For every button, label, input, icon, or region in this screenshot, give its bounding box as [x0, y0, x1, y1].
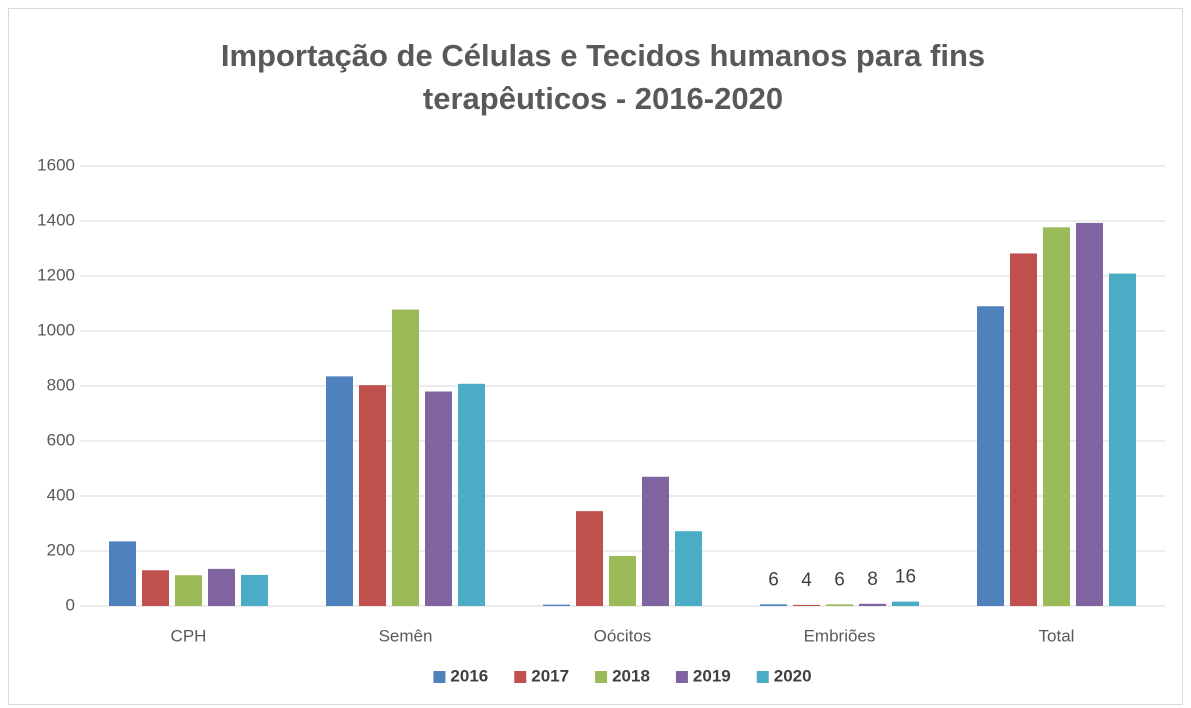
bar: [142, 570, 169, 606]
bar: [1010, 253, 1037, 606]
bar: [609, 555, 636, 606]
bar: [425, 391, 452, 606]
bar: [326, 376, 353, 606]
bar: [109, 541, 136, 606]
y-tick-label: 800: [47, 375, 75, 394]
bar: [208, 568, 235, 606]
legend-label: 2017: [531, 666, 569, 685]
bar: [392, 309, 419, 606]
data-label: 16: [895, 567, 916, 588]
bar: [675, 531, 702, 606]
x-tick-label: Semên: [379, 626, 433, 645]
data-label: 8: [867, 569, 878, 590]
y-tick-label: 1200: [37, 265, 75, 284]
bar: [241, 574, 268, 606]
legend-swatch: [675, 671, 688, 683]
x-tick-label: Embriões: [804, 626, 876, 645]
x-tick-label: Total: [1039, 626, 1075, 645]
bar: [826, 604, 853, 606]
data-label: 6: [834, 569, 845, 590]
bar: [859, 603, 886, 606]
y-tick-label: 0: [66, 595, 75, 614]
data-label: 6: [768, 569, 779, 590]
bar: [543, 604, 570, 606]
bar: [793, 604, 820, 606]
x-tick-label: Oócitos: [594, 626, 652, 645]
bar: [760, 604, 787, 606]
bar: [458, 383, 485, 606]
y-tick-label: 200: [47, 540, 75, 559]
y-tick-label: 1400: [37, 210, 75, 229]
bar: [977, 306, 1004, 606]
chart-title: terapêuticos - 2016-2020: [423, 81, 783, 116]
legend-label: 2020: [774, 666, 812, 685]
y-tick-label: 400: [47, 485, 75, 504]
legend-swatch: [756, 671, 769, 683]
legend-swatch: [595, 671, 608, 683]
y-tick-label: 1000: [37, 320, 75, 339]
x-tick-label: CPH: [171, 626, 207, 645]
bar: [1043, 227, 1070, 606]
chart-title: Importação de Células e Tecidos humanos …: [221, 38, 985, 73]
legend-label: 2018: [612, 666, 650, 685]
legend-swatch: [514, 671, 527, 683]
legend-label: 2019: [693, 666, 731, 685]
y-tick-label: 600: [47, 430, 75, 449]
bar: [892, 601, 919, 606]
data-label: 4: [801, 570, 812, 591]
bar: [642, 476, 669, 606]
bar: [576, 511, 603, 606]
bar: [175, 575, 202, 606]
bar: [1076, 222, 1103, 607]
bar: [1109, 273, 1136, 606]
y-tick-label: 1600: [37, 155, 75, 174]
bar: [359, 385, 386, 606]
legend-swatch: [433, 671, 446, 683]
legend-label: 2016: [450, 666, 488, 685]
